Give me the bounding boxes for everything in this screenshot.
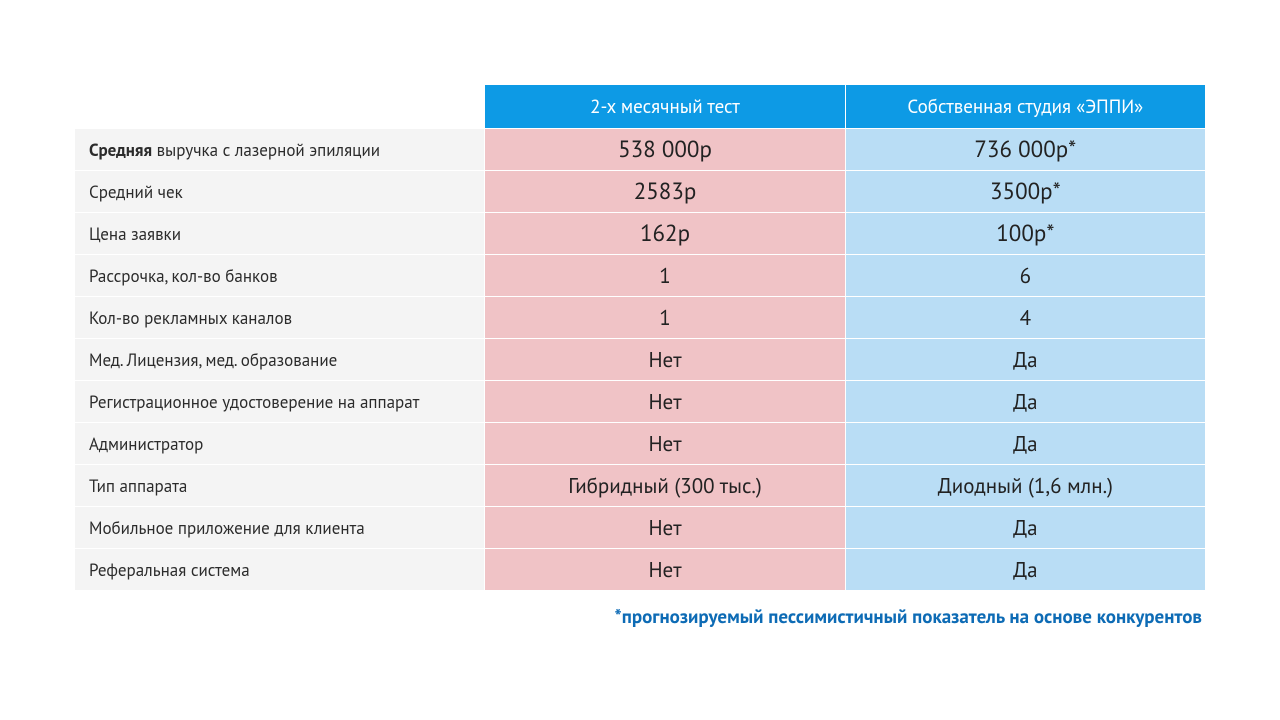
cell-col1: Нет [485,549,845,591]
table-row: Реферальная система Нет Да [75,549,1206,591]
table-row: Цена заявки 162р 100р* [75,213,1206,255]
table-row: Администратор Нет Да [75,423,1206,465]
table-row: Тип аппарата Гибридный (300 тыс.) Диодны… [75,465,1206,507]
table-row: Кол-во рекламных каналов 1 4 [75,297,1206,339]
table-row: Регистрационное удостоверение на аппарат… [75,381,1206,423]
row-label: Цена заявки [75,213,485,255]
row-label: Средняя выручка с лазерной эпиляции [75,129,485,171]
comparison-table: 2-х месячный тест Собственная студия «ЭП… [74,84,1206,591]
table-row: Средняя выручка с лазерной эпиляции 538 … [75,129,1206,171]
row-label: Мед. Лицензия, мед. образование [75,339,485,381]
cell-col1: 1 [485,255,845,297]
table-header-row: 2-х месячный тест Собственная студия «ЭП… [75,85,1206,129]
cell-col2: Да [845,423,1205,465]
cell-col2: 736 000р* [845,129,1205,171]
row-label: Регистрационное удостоверение на аппарат [75,381,485,423]
cell-col2: 6 [845,255,1205,297]
cell-col1: 538 000р [485,129,845,171]
cell-col1: 1 [485,297,845,339]
table-row: Рассрочка, кол-во банков 1 6 [75,255,1206,297]
cell-col2: 100р* [845,213,1205,255]
header-col2: Собственная студия «ЭППИ» [845,85,1205,129]
cell-col2: Да [845,549,1205,591]
table-row: Мобильное приложение для клиента Нет Да [75,507,1206,549]
cell-col2: 4 [845,297,1205,339]
cell-col1: Гибридный (300 тыс.) [485,465,845,507]
row-label: Мобильное приложение для клиента [75,507,485,549]
cell-col1: Нет [485,423,845,465]
cell-col2: Да [845,507,1205,549]
cell-col1: Нет [485,339,845,381]
table-row: Средний чек 2583р 3500р* [75,171,1206,213]
cell-col1: 162р [485,213,845,255]
cell-col2: Диодный (1,6 млн.) [845,465,1205,507]
cell-col1: 2583р [485,171,845,213]
table-body: Средняя выручка с лазерной эпиляции 538 … [75,129,1206,591]
table-row: Мед. Лицензия, мед. образование Нет Да [75,339,1206,381]
row-label: Администратор [75,423,485,465]
row-label: Тип аппарата [75,465,485,507]
header-blank [75,85,485,129]
cell-col2: Да [845,381,1205,423]
cell-col2: Да [845,339,1205,381]
footnote-text: *прогнозируемый пессимистичный показател… [74,605,1206,629]
cell-col1: Нет [485,507,845,549]
row-label: Рассрочка, кол-во банков [75,255,485,297]
header-col1: 2-х месячный тест [485,85,845,129]
row-label: Средний чек [75,171,485,213]
cell-col2: 3500р* [845,171,1205,213]
row-label: Реферальная система [75,549,485,591]
row-label: Кол-во рекламных каналов [75,297,485,339]
cell-col1: Нет [485,381,845,423]
